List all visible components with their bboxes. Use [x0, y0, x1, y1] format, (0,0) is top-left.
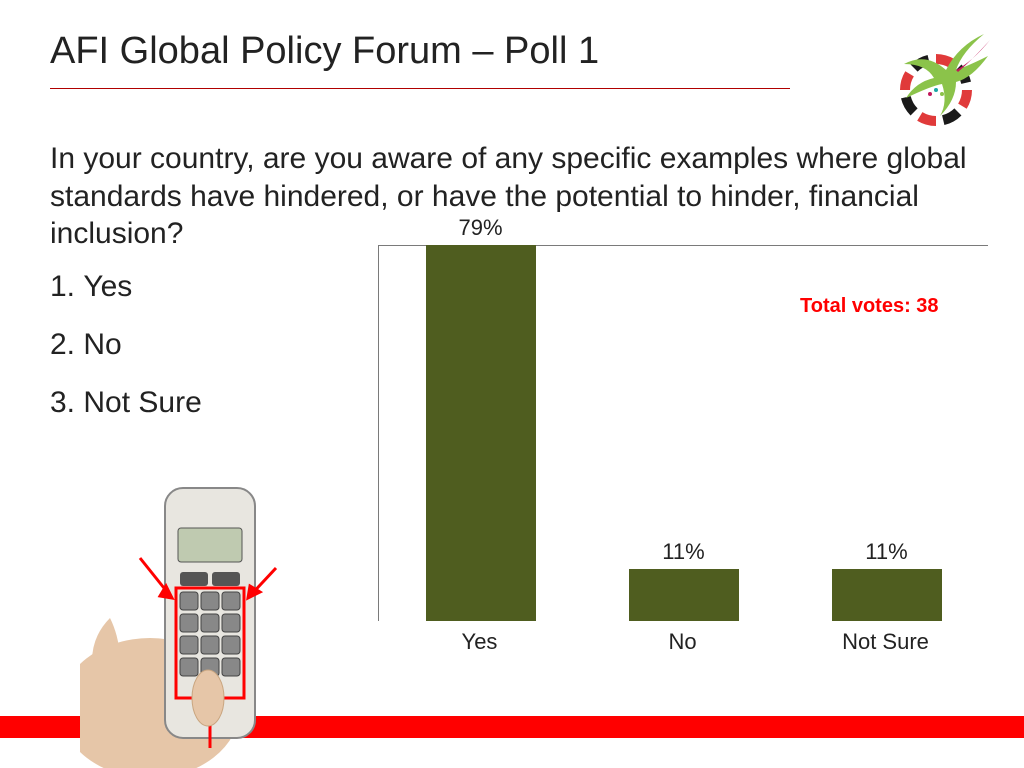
- hummingbird-icon: [876, 12, 996, 132]
- poll-options: Yes No Not Sure: [50, 270, 202, 444]
- bar-value-label: 79%: [379, 215, 582, 241]
- poll-bar-chart: 79%11%11% YesNoNot Sure: [378, 245, 988, 655]
- page-title: AFI Global Policy Forum – Poll 1: [50, 30, 599, 73]
- bar-no: [629, 569, 739, 621]
- bar-not-sure: [832, 569, 942, 621]
- title-underline: [50, 88, 790, 89]
- poll-option-1: Yes: [50, 270, 202, 304]
- bar-value-label: 11%: [785, 539, 988, 565]
- clicker-screen-icon: [178, 528, 242, 562]
- slide: AFI Global Policy Forum – Poll 1 In your…: [0, 0, 1024, 768]
- poll-option-3: Not Sure: [50, 386, 202, 420]
- x-axis-label: No: [581, 629, 784, 655]
- bird-body-icon: [904, 34, 988, 116]
- chart-plot-area: 79%11%11%: [378, 245, 988, 621]
- thumb-icon: [192, 670, 224, 726]
- afi-logo: [876, 12, 996, 132]
- bar-yes: [426, 245, 536, 621]
- x-axis-label: Yes: [378, 629, 581, 655]
- voting-clicker-image: [80, 448, 280, 768]
- poll-option-2: No: [50, 328, 202, 362]
- bar-value-label: 11%: [582, 539, 785, 565]
- x-axis-label: Not Sure: [784, 629, 987, 655]
